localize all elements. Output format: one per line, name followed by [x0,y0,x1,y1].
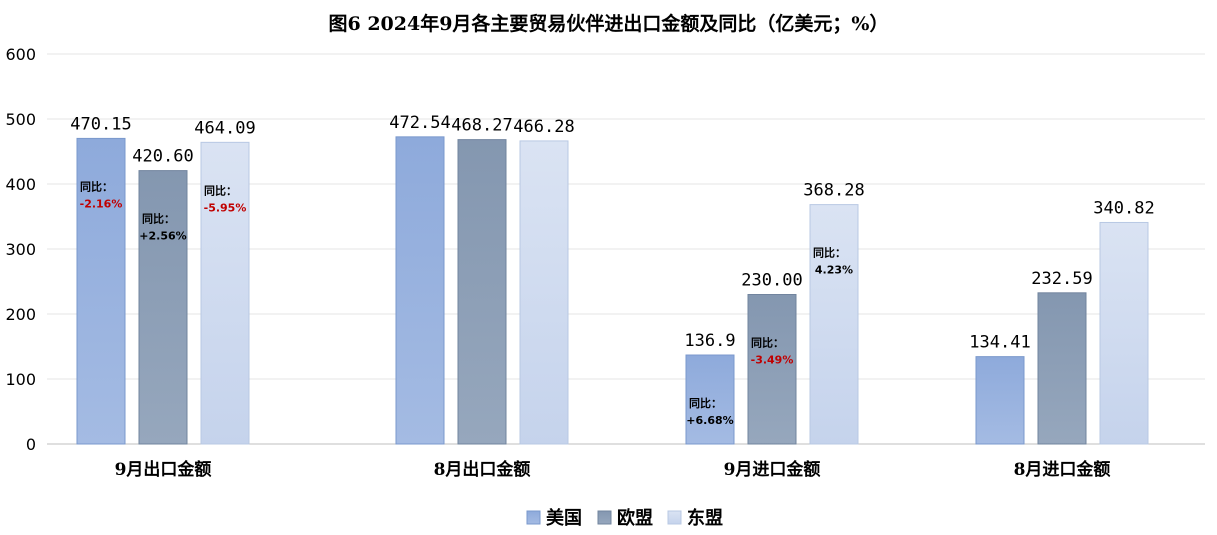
value-label: 368.28 [803,181,864,201]
value-label: 232.59 [1031,269,1092,289]
bar [1037,292,1087,445]
yoy-value: +2.56% [139,230,186,243]
yoy-value: +6.68% [686,414,733,427]
bar [519,140,569,445]
category-label: 8月出口金额 [434,459,531,480]
y-tick-label: 200 [5,305,36,324]
category-label: 9月进口金额 [724,459,821,480]
yoy-value: -5.95% [204,201,247,214]
yoy-label: 同比： [142,212,175,226]
y-tick-label: 300 [5,240,36,259]
bar [76,137,126,445]
category-label: 9月出口金额 [115,459,212,480]
yoy-label: 同比： [751,336,784,350]
x-axis: 9月出口金额 8月出口金额 9月进口金额 8月进口金额 [115,459,1111,480]
value-label: 230.00 [741,271,802,291]
value-label: 134.41 [969,333,1030,353]
bar [975,356,1025,445]
y-axis: 0 100 200 300 400 500 600 [5,45,36,454]
legend-label: 欧盟 [617,507,653,529]
legend-swatch [597,510,612,525]
yoy-label: 同比： [204,183,237,197]
bars [76,136,1149,445]
legend-swatch [667,510,682,525]
yoy-label: 同比： [813,246,846,260]
legend-label: 东盟 [687,507,723,529]
bar [809,204,859,445]
bar [138,170,188,445]
category-label: 8月进口金额 [1014,459,1111,480]
y-tick-label: 0 [26,435,36,454]
value-label: 464.09 [194,118,255,138]
y-tick-label: 100 [5,370,36,389]
yoy-value: 4.23% [815,264,853,277]
y-tick-label: 600 [5,45,36,64]
y-tick-label: 500 [5,110,36,129]
legend-label: 美国 [546,507,582,529]
yoy-label: 同比： [689,396,722,410]
bar [200,141,250,445]
yoy-value: -3.49% [751,354,794,367]
value-label: 468.27 [451,116,512,136]
legend-swatch [526,510,541,525]
value-label: 420.60 [132,147,193,167]
bar [395,136,445,445]
yoy-label: 同比： [80,179,113,193]
value-label: 136.9 [684,331,735,351]
yoy-value: -2.16% [80,197,123,210]
bar [457,139,507,445]
value-label: 466.28 [513,117,574,137]
value-label: 470.15 [70,114,131,134]
chart-title: 图6 2024年9月各主要贸易伙伴进出口金额及同比（亿美元；%） [328,13,889,35]
value-label: 340.82 [1093,198,1154,218]
legend: 美国 欧盟 东盟 [526,507,723,529]
bar [747,294,797,445]
value-label: 472.54 [389,113,450,133]
y-tick-label: 400 [5,175,36,194]
bar [685,354,735,445]
bar [1099,221,1149,445]
data-labels: 470.15 同比： -2.16% 472.54 136.9 同比： +6.68% 134.4… [70,113,1154,427]
